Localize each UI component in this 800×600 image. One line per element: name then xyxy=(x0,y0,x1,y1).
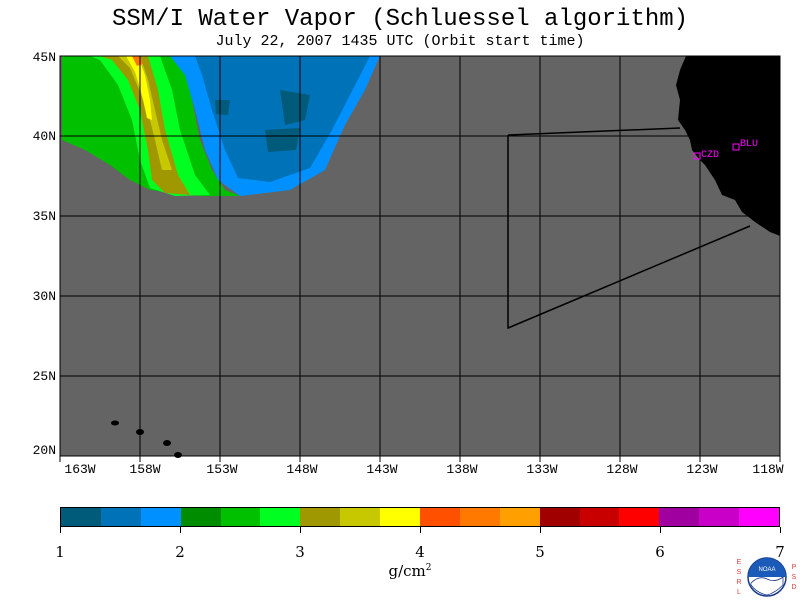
water-vapor-map: CZD BLU xyxy=(59,55,781,462)
colorbar-swatch xyxy=(100,508,141,526)
lat-label-20n: 20N xyxy=(32,443,56,458)
map-subtitle: July 22, 2007 1435 UTC (Orbit start time… xyxy=(215,33,585,50)
hawaiian-islands xyxy=(111,420,182,458)
colorbar xyxy=(60,507,780,527)
colorbar-tick xyxy=(420,527,421,533)
station-blu-label: BLU xyxy=(740,139,758,150)
lat-label-40n: 40N xyxy=(32,129,56,144)
colorbar-label-1: 1 xyxy=(55,543,65,561)
colorbar-tick xyxy=(60,527,61,533)
logo-center-text: NOAA xyxy=(758,567,775,573)
colorbar-label-6: 6 xyxy=(655,543,665,561)
tick-marks xyxy=(59,456,781,462)
map-title: SSM/I Water Vapor (Schluessel algorithm) xyxy=(111,6,689,33)
domain-outline xyxy=(507,127,681,136)
lon-label-128w: 128W xyxy=(606,462,638,477)
lon-label-123w: 123W xyxy=(686,462,718,477)
colorbar-label-2: 2 xyxy=(175,543,185,561)
colorbar-label-3: 3 xyxy=(295,543,305,561)
stations: CZD BLU xyxy=(693,139,758,161)
colorbar-swatch xyxy=(260,508,301,526)
colorbar-tick xyxy=(780,527,781,533)
units-base: g/cm xyxy=(388,562,426,580)
colorbar-label-4: 4 xyxy=(415,543,425,561)
colorbar-swatch xyxy=(499,508,540,526)
lon-label-148w: 148W xyxy=(286,462,318,477)
colorbar-swatch xyxy=(539,508,580,526)
colorbar-swatch xyxy=(61,508,101,526)
lon-label-153w: 153W xyxy=(206,462,238,477)
units-superscript: 2 xyxy=(425,563,432,573)
colorbar-tick xyxy=(540,527,541,533)
colorbar-swatch xyxy=(459,508,500,526)
lon-label-133w: 133W xyxy=(526,462,558,477)
lat-label-45n: 45N xyxy=(32,50,56,65)
vapor-band-dark-blue-2 xyxy=(265,128,300,152)
colorbar-tick xyxy=(300,527,301,533)
colorbar-tick xyxy=(660,527,661,533)
california-landmass xyxy=(676,56,780,236)
lat-label-35n: 35N xyxy=(32,209,56,224)
lon-label-138w: 138W xyxy=(446,462,478,477)
colorbar-swatch xyxy=(340,508,381,526)
vapor-band-dark-blue-3 xyxy=(215,100,230,115)
colorbar-swatch xyxy=(619,508,660,526)
water-vapor-swath xyxy=(62,56,380,196)
vapor-band-dark-blue-1 xyxy=(280,90,310,125)
colorbar-label-5: 5 xyxy=(535,543,545,561)
colorbar-swatch xyxy=(579,508,620,526)
colorbar-swatch xyxy=(699,508,740,526)
lat-label-25n: 25N xyxy=(32,369,56,384)
colorbar-label-7: 7 xyxy=(775,543,785,561)
logo-right-text-column: PSD xyxy=(791,564,797,591)
map-frame xyxy=(59,55,781,457)
lon-label-143w: 143W xyxy=(366,462,398,477)
colorbar-swatch xyxy=(180,508,221,526)
colorbar-swatch xyxy=(659,508,700,526)
station-czd-marker xyxy=(693,152,701,160)
vapor-band-mid-blue xyxy=(195,56,370,182)
noaa-esrl-psd-logo: NOAA xyxy=(747,557,787,597)
station-czd-label: CZD xyxy=(701,150,719,161)
colorbar-tick xyxy=(180,527,181,533)
lat-label-30n: 30N xyxy=(32,289,56,304)
colorbar-swatch xyxy=(300,508,341,526)
colorbar-swatch xyxy=(739,508,780,526)
lon-label-163w: 163W xyxy=(64,462,96,477)
graticule xyxy=(60,56,780,456)
colorbar-swatch xyxy=(140,508,181,526)
lon-label-118w: 118W xyxy=(752,462,784,477)
colorbar-swatch xyxy=(420,508,460,526)
logo-left-text-column: ESRL xyxy=(736,559,742,596)
station-blu-marker xyxy=(732,143,740,151)
colorbar-units: g/cm2 xyxy=(380,562,440,580)
colorbar-swatch xyxy=(380,508,421,526)
vapor-band-bright-yellow xyxy=(126,56,152,120)
lon-label-158w: 158W xyxy=(129,462,161,477)
vapor-band-yellow xyxy=(118,56,172,170)
domain-outline-south xyxy=(507,135,751,330)
colorbar-swatch xyxy=(220,508,261,526)
